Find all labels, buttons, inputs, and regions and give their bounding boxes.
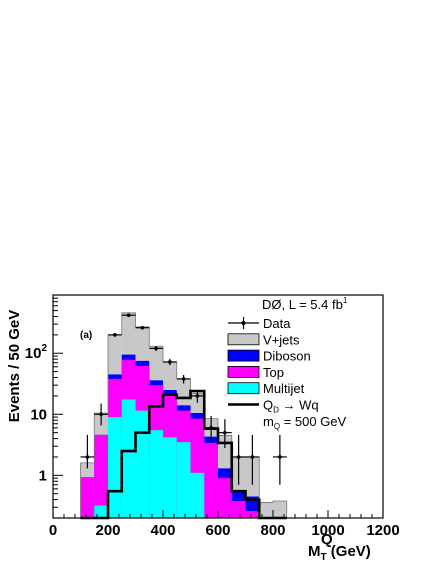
bar-top-11	[231, 500, 246, 518]
legend-label-rest-5: → Wq	[279, 398, 319, 413]
mass-note-sub: Q	[274, 422, 280, 431]
signal-line	[80, 389, 287, 520]
x-axis-title-main: M	[308, 543, 321, 560]
legend-swatch-1	[227, 333, 260, 346]
x-axis-title: MT (GeV)	[308, 543, 371, 563]
legend-label-2: Diboson	[263, 349, 311, 364]
data-point-11	[231, 434, 246, 485]
bar-multijet-3	[121, 399, 136, 518]
legend-entry-3: Top	[227, 365, 284, 380]
data-point-10	[218, 419, 232, 449]
legend-entry-4: Multijet	[227, 381, 305, 396]
data-point-marker-10	[223, 430, 227, 435]
x-tick-label-4: 800	[260, 522, 285, 539]
bar-top-9	[204, 442, 218, 518]
y-tick-label-0: 1	[39, 467, 47, 484]
bar-multijet-4	[135, 410, 150, 518]
data-point-5	[149, 346, 163, 351]
data-point-marker-4	[140, 325, 145, 330]
bar-v-jets-14	[273, 500, 287, 518]
legend-entry-0: Data	[228, 316, 291, 331]
data-point-1	[94, 403, 108, 426]
data-point-7	[176, 375, 191, 384]
stacked-bars	[80, 312, 288, 518]
x-tick-label-1: 200	[95, 522, 120, 539]
legend-label-4: Multijet	[263, 381, 305, 396]
data-points	[80, 313, 287, 485]
legend-entry-2: Diboson	[227, 349, 311, 364]
data-point-8	[190, 390, 205, 403]
data-point-marker-13	[278, 455, 282, 459]
data-point-13	[273, 434, 287, 485]
bar-multijet-6	[163, 437, 177, 518]
legend-label-1: V+jets	[263, 332, 300, 347]
data-point-marker-1	[99, 412, 103, 417]
data-point-marker-8	[195, 394, 200, 398]
bar-multijet-7	[176, 442, 191, 518]
data-point-marker-7	[181, 377, 186, 381]
data-point-marker-3	[126, 313, 131, 318]
bar-v-jets-13	[259, 502, 273, 518]
bar-top-10	[218, 478, 232, 518]
legend-label-sub-5: D	[273, 406, 279, 415]
x-axis-title-sub: T	[321, 552, 327, 563]
x-tick-label-2: 400	[150, 522, 175, 539]
bar-top-12	[245, 511, 260, 518]
legend-label-0: Data	[263, 316, 291, 331]
data-point-2	[108, 333, 122, 337]
legend-label-3: Top	[263, 365, 284, 380]
data-point-4	[135, 325, 150, 330]
legend-swatch-4	[227, 382, 260, 395]
data-point-3	[121, 313, 136, 318]
y-axis-title: Events / 50 GeV	[6, 310, 23, 423]
x-tick-label-6: 1200	[366, 522, 399, 539]
y-tick-label-2: 102	[25, 343, 48, 362]
legend-entry-1: V+jets	[227, 332, 300, 347]
x-tick-label-3: 600	[205, 522, 230, 539]
data-point-marker-5	[154, 346, 158, 351]
bar-multijet-5	[149, 430, 163, 518]
panel-label: (a)	[80, 330, 92, 341]
bar-multijet-2	[108, 417, 122, 518]
data-point-9	[204, 415, 218, 442]
legend-label-main-5: Q	[263, 398, 273, 413]
legend-data-marker-0	[241, 321, 246, 325]
legend-label-5: QD → Wq	[263, 398, 319, 415]
data-point-12	[245, 434, 260, 485]
data-point-marker-2	[113, 333, 117, 337]
data-point-0	[80, 434, 95, 469]
y-tick-label-1: 10	[30, 406, 47, 423]
legend-entry-5: QD → Wq	[228, 398, 319, 415]
experiment-label-text: DØ, L = 5.4 fb	[262, 297, 343, 312]
experiment-label-sup: 1	[343, 296, 348, 305]
data-point-marker-0	[85, 455, 90, 459]
bar-multijet-1	[94, 505, 108, 518]
mass-note: mQ = 500 GeV	[263, 414, 347, 431]
x-axis-title-sup: Q	[321, 531, 333, 548]
data-point-marker-12	[250, 455, 255, 459]
data-point-marker-9	[209, 426, 213, 430]
data-point-marker-11	[236, 455, 241, 459]
mass-note-rest: = 500 GeV	[280, 414, 346, 429]
experiment-label: DØ, L = 5.4 fb1	[262, 296, 348, 312]
y-tick-label-base-2: 10	[25, 345, 42, 362]
y-tick-label-exp-2: 2	[41, 343, 47, 354]
legend-swatch-2	[227, 349, 260, 362]
data-point-6	[163, 358, 177, 366]
bar-top-0	[80, 477, 95, 518]
mass-note-main: m	[263, 414, 274, 429]
x-axis-title-unit: (GeV)	[327, 543, 371, 560]
x-tick-label-5: 1000	[311, 522, 344, 539]
x-tick-label-0: 0	[49, 522, 57, 539]
data-point-marker-6	[168, 360, 172, 364]
legend-swatch-3	[227, 365, 260, 378]
bar-multijet-8	[190, 472, 205, 518]
signal-histogram	[80, 389, 287, 520]
bar-top-1	[94, 434, 108, 518]
